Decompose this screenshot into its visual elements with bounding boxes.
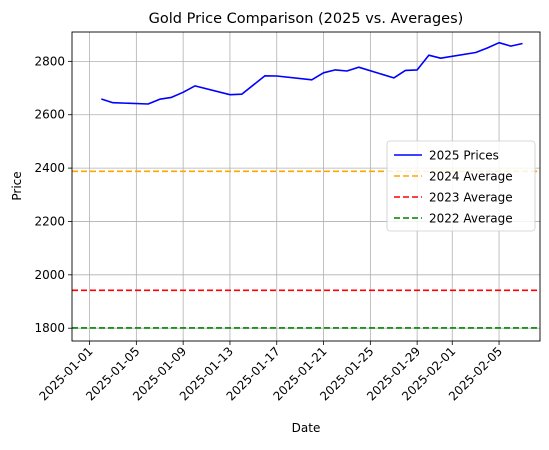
y-axis-ticks: 1800 2000 2200 2400 2600 2800: [34, 54, 72, 335]
legend-box: [386, 140, 536, 232]
legend: 2025 Prices 2024 Average 2023 Average 2022 …: [386, 140, 536, 232]
chart-title: Gold Price Comparison (2025 vs. Averages…: [149, 11, 464, 27]
y-tick-label: 2200: [34, 214, 65, 228]
y-axis-label: Price: [10, 171, 24, 200]
series-lines: [101, 41, 523, 105]
y-tick-label: 2600: [34, 108, 65, 122]
y-tick-label: 2400: [34, 161, 65, 175]
y-tick-label: 1800: [34, 321, 65, 335]
legend-label: 2024 Average: [429, 170, 513, 184]
x-axis-label: Date: [292, 421, 321, 435]
y-tick-label: 2000: [34, 268, 65, 282]
legend-label: 2025 Prices: [429, 149, 499, 163]
plot-frame: [71, 31, 541, 342]
series-line-2025-prices: [101, 41, 523, 105]
legend-label: 2022 Average: [429, 212, 513, 226]
y-tick-label: 2800: [34, 54, 65, 68]
legend-label: 2023 Average: [429, 191, 513, 205]
